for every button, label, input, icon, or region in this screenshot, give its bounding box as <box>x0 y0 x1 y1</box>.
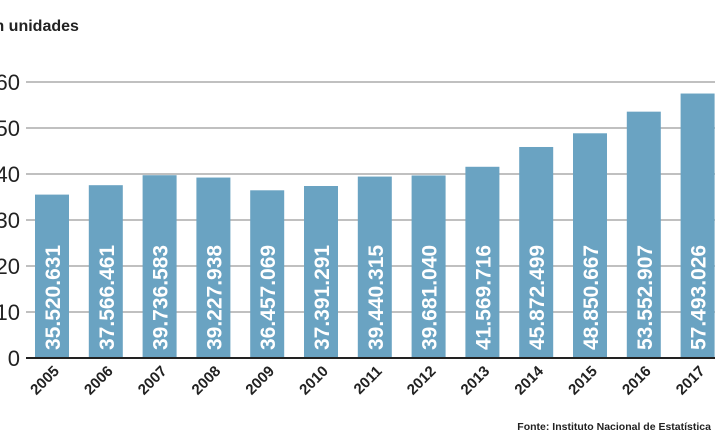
x-tick-label: 2016 <box>619 363 655 399</box>
bar <box>357 176 392 358</box>
y-tick-label: 20 <box>0 254 20 279</box>
bar <box>196 177 231 358</box>
y-tick-label: 30 <box>0 208 20 233</box>
bar-value-label: 39.736.583 <box>150 245 173 350</box>
y-tick-label: 40 <box>0 162 20 187</box>
bar-value-label: 37.566.461 <box>96 245 119 350</box>
bar <box>573 133 607 358</box>
x-tick-label: 2010 <box>296 363 332 399</box>
bar-value-label: 39.440.315 <box>365 245 388 350</box>
y-tick-label: 50 <box>0 116 20 141</box>
bar-value-label: 48.850.667 <box>580 245 603 350</box>
bar-value-label: 45.872.499 <box>526 245 549 350</box>
y-tick-label: 0 <box>8 346 20 371</box>
bar <box>626 111 661 358</box>
x-tick-label: 2011 <box>351 363 386 398</box>
bar-value-label: 57.493.026 <box>688 245 711 350</box>
x-tick-label: 2012 <box>404 363 440 399</box>
bar-value-label: 39.227.938 <box>203 245 226 350</box>
y-axis-unit-label: m unidades <box>0 18 79 35</box>
x-tick-label: 2017 <box>673 363 709 399</box>
y-tick-label: 60 <box>0 70 20 95</box>
bar-value-label: 39.681.040 <box>419 245 442 350</box>
x-tick-label: 2005 <box>27 363 63 399</box>
bar <box>142 175 177 358</box>
bar-value-label: 35.520.631 <box>42 245 65 350</box>
x-tick-label: 2007 <box>135 363 171 399</box>
bar <box>411 175 446 358</box>
y-tick-label: 10 <box>0 300 20 325</box>
bar <box>88 185 123 358</box>
bar-value-label: 36.457.069 <box>257 245 280 350</box>
bar-value-label: 37.391.291 <box>311 245 334 350</box>
x-tick-label: 2013 <box>458 363 494 399</box>
bar <box>680 93 715 359</box>
bar <box>304 186 338 358</box>
x-tick-label: 2009 <box>242 363 278 399</box>
source-note: Fonte: Instituto Nacional de Estatística <box>517 421 711 433</box>
x-tick-label: 2015 <box>565 363 601 399</box>
bar <box>250 190 285 358</box>
bar-value-label: 41.569.716 <box>472 245 495 350</box>
x-tick-label: 2008 <box>189 363 225 399</box>
bar-value-label: 53.552.907 <box>634 245 657 350</box>
x-tick-label: 2006 <box>81 363 117 399</box>
bar <box>35 194 69 358</box>
bar <box>519 146 554 358</box>
x-tick-label: 2014 <box>511 362 547 398</box>
bar <box>465 166 500 358</box>
